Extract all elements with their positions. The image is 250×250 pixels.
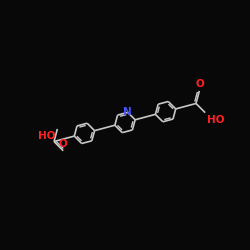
Text: HO: HO [207,115,225,125]
Text: N: N [123,107,132,117]
Text: HO: HO [38,131,55,141]
Text: O: O [58,139,67,149]
Text: O: O [196,80,204,90]
